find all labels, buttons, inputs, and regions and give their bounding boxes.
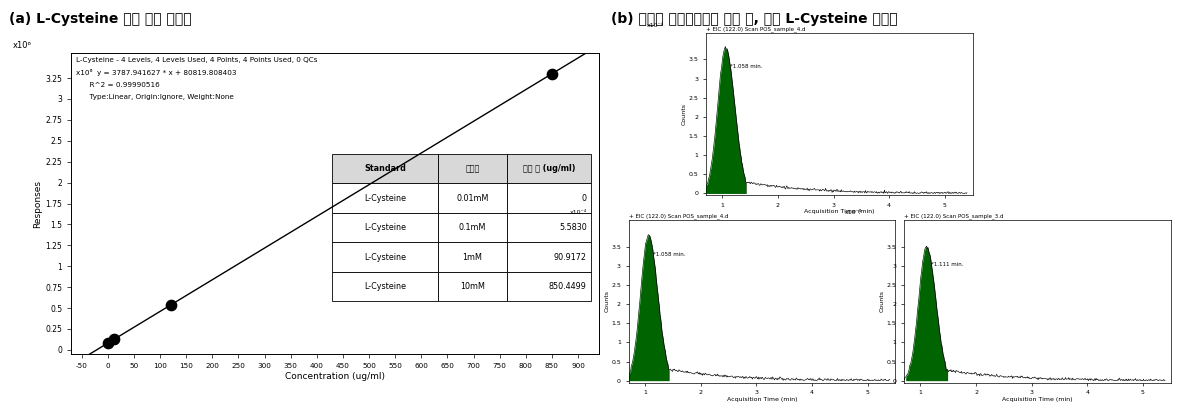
Y-axis label: Counts: Counts — [682, 103, 687, 125]
Text: (b) 삽입형 나노구조체에 담지 후, 잔여 L-Cysteine 측정값: (b) 삽입형 나노구조체에 담지 후, 잔여 L-Cysteine 측정값 — [611, 12, 898, 26]
Bar — [506, 183, 591, 213]
Point — [98, 339, 117, 346]
Text: L-Cysteine - 4 Levels, 4 Levels Used, 4 Points, 4 Points Used, 0 QCs: L-Cysteine - 4 Levels, 4 Levels Used, 4 … — [76, 57, 318, 63]
Bar — [332, 213, 438, 242]
Bar — [332, 183, 438, 213]
Bar — [438, 272, 506, 301]
X-axis label: Acquisition Time (min): Acquisition Time (min) — [804, 209, 874, 214]
Text: 90.9172: 90.9172 — [554, 253, 587, 262]
Text: L-Cysteine: L-Cysteine — [364, 194, 406, 203]
Bar — [506, 272, 591, 301]
Text: *1.058 min.: *1.058 min. — [729, 64, 763, 69]
Text: 0.1mM: 0.1mM — [459, 223, 486, 232]
Text: Type:Linear, Origin:Ignore, Weight:None: Type:Linear, Origin:Ignore, Weight:None — [76, 94, 235, 100]
Text: (a) L-Cysteine 정량 표준 그래프: (a) L-Cysteine 정량 표준 그래프 — [9, 12, 192, 26]
Text: x10⁶: x10⁶ — [13, 41, 32, 50]
Y-axis label: Responses: Responses — [33, 179, 43, 228]
Y-axis label: Counts: Counts — [605, 290, 610, 312]
Text: 웹농도: 웹농도 — [465, 164, 479, 173]
Bar — [506, 213, 591, 242]
Text: + EIC (122.0) Scan POS_sample_4.d: + EIC (122.0) Scan POS_sample_4.d — [706, 26, 805, 32]
Text: 10mM: 10mM — [460, 282, 485, 291]
Text: 1mM: 1mM — [463, 253, 483, 262]
Bar — [332, 154, 438, 183]
Text: L-Cysteine: L-Cysteine — [364, 223, 406, 232]
Text: + EIC (122.0) Scan POS_sample_4.d: + EIC (122.0) Scan POS_sample_4.d — [629, 214, 728, 219]
Bar — [332, 272, 438, 301]
X-axis label: Concentration (ug/ml): Concentration (ug/ml) — [285, 372, 385, 381]
Text: x10⁻⁴: x10⁻⁴ — [648, 23, 664, 28]
Bar — [332, 242, 438, 272]
Text: L-Cysteine: L-Cysteine — [364, 253, 406, 262]
X-axis label: Acquisition Time (min): Acquisition Time (min) — [1002, 396, 1072, 402]
Bar — [506, 242, 591, 272]
Text: Standard: Standard — [364, 164, 406, 173]
X-axis label: Acquisition Time (min): Acquisition Time (min) — [727, 396, 797, 402]
Text: x10⁻⁴: x10⁻⁴ — [570, 210, 587, 215]
Text: + EIC (122.0) Scan POS_sample_3.d: + EIC (122.0) Scan POS_sample_3.d — [904, 214, 1003, 219]
Text: 0.01mM: 0.01mM — [457, 194, 489, 203]
Point — [104, 336, 123, 343]
Bar — [506, 154, 591, 183]
Text: x10⁻⁴: x10⁻⁴ — [844, 210, 862, 215]
Bar — [438, 154, 506, 183]
Text: L-Cysteine: L-Cysteine — [364, 282, 406, 291]
Point — [543, 70, 562, 77]
Text: 0: 0 — [582, 194, 587, 203]
Text: 측정 값 (ug/ml): 측정 값 (ug/ml) — [523, 164, 575, 173]
Text: R^2 = 0.99990516: R^2 = 0.99990516 — [76, 81, 160, 88]
Bar — [438, 183, 506, 213]
Bar — [438, 242, 506, 272]
Text: x10⁶  y = 3787.941627 * x + 80819.808403: x10⁶ y = 3787.941627 * x + 80819.808403 — [76, 70, 237, 77]
Text: *1.111 min.: *1.111 min. — [931, 262, 963, 267]
Point — [161, 302, 180, 308]
Text: 5.5830: 5.5830 — [559, 223, 587, 232]
Text: 850.4499: 850.4499 — [549, 282, 587, 291]
Bar — [438, 213, 506, 242]
Text: *1.058 min.: *1.058 min. — [652, 252, 686, 257]
Y-axis label: Counts: Counts — [880, 290, 885, 312]
